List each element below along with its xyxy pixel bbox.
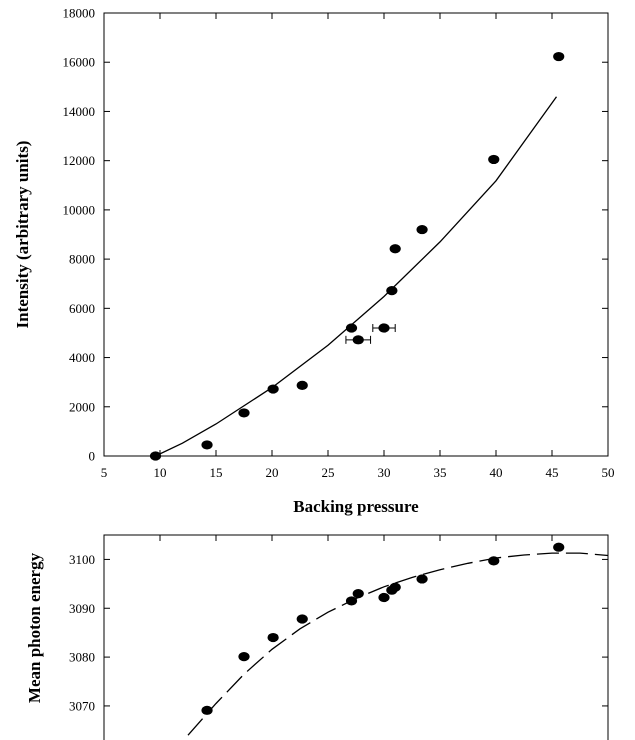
x-tick-label: 15	[210, 465, 223, 480]
data-point	[488, 556, 500, 566]
y-tick-label: 3070	[69, 698, 95, 713]
y-tick-label: 3100	[69, 552, 95, 567]
y-tick-label: 10000	[63, 202, 96, 217]
data-point	[238, 408, 250, 418]
y-tick-label: 2000	[69, 399, 95, 414]
data-point	[267, 384, 279, 394]
data-point	[553, 51, 565, 62]
y-axis-label: Mean photon energy	[25, 552, 44, 703]
data-point	[296, 380, 308, 390]
y-tick-label: 18000	[63, 6, 96, 21]
data-point	[553, 542, 565, 552]
data-point	[416, 224, 428, 235]
photon-energy-chart: 3070 3080 3090 3100 Mean photon energy	[25, 534, 609, 740]
data-point	[345, 596, 358, 606]
data-point	[352, 589, 364, 599]
plot-frame	[103, 534, 609, 740]
x-tick-label: 20	[266, 465, 279, 480]
x-tick-label: 35	[434, 465, 447, 480]
y-tick-label: 3080	[69, 650, 95, 665]
y-tick-label: 4000	[69, 350, 95, 365]
x-tick-label: 40	[490, 465, 503, 480]
data-point	[267, 632, 279, 643]
data-point	[352, 335, 364, 345]
x-tick-label: 10	[154, 465, 167, 480]
data-point	[296, 614, 308, 624]
data-point	[416, 574, 428, 584]
y-tick-label: 8000	[69, 252, 95, 267]
data-point	[488, 154, 500, 165]
y-tick-label: 3090	[69, 601, 95, 616]
x-tick-label: 5	[101, 465, 108, 480]
x-axis-label: Backing pressure	[293, 497, 419, 516]
y-tick-label: 6000	[69, 301, 95, 316]
y-axis-label: Intensity (arbitrary units)	[13, 141, 32, 329]
fit-curve	[155, 96, 558, 457]
data-point	[345, 323, 358, 333]
y-tick-label: 14000	[63, 104, 96, 119]
data-point	[389, 244, 401, 254]
data-point	[378, 592, 390, 603]
y-tick-label: 0	[89, 449, 96, 464]
data-point	[238, 652, 250, 662]
x-tick-label: 45	[546, 465, 559, 480]
data-point	[149, 451, 162, 461]
x-tick-label: 30	[378, 465, 391, 480]
data-point	[201, 440, 213, 450]
data-point	[378, 323, 390, 333]
plot-frame	[103, 12, 609, 457]
x-tick-label: 25	[322, 465, 335, 480]
fit-curve	[187, 552, 609, 736]
y-tick-label: 16000	[63, 55, 96, 70]
data-point	[389, 582, 401, 592]
y-tick-label: 12000	[63, 153, 96, 168]
x-tick-label: 50	[602, 465, 615, 480]
data-point	[386, 286, 398, 296]
intensity-chart: 5 10 15 20 25 30 35 40 45 50 0 2000 4000 6000 8000 1000…	[13, 6, 615, 517]
data-point	[201, 705, 213, 715]
